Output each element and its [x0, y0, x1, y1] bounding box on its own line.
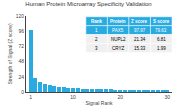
- svg-text:1.99: 1.99: [157, 46, 166, 51]
- svg-text:120: 120: [16, 13, 25, 19]
- svg-text:1: 1: [95, 28, 98, 33]
- svg-text:Signal Rank: Signal Rank: [86, 100, 113, 106]
- svg-text:2: 2: [95, 37, 98, 42]
- svg-text:Rank: Rank: [91, 19, 103, 24]
- svg-text:S score: S score: [153, 19, 170, 24]
- svg-text:24: 24: [18, 74, 24, 80]
- svg-text:Z score: Z score: [131, 19, 148, 24]
- svg-text:Human Protein Microarray Speci: Human Protein Microarray Specificity Val…: [25, 1, 151, 7]
- svg-text:15.33: 15.33: [134, 46, 146, 51]
- svg-text:PAX5: PAX5: [112, 28, 124, 33]
- svg-text:3: 3: [95, 46, 98, 51]
- svg-text:6.81: 6.81: [157, 37, 166, 42]
- svg-text:96: 96: [18, 28, 24, 34]
- svg-text:79.63: 79.63: [155, 28, 167, 33]
- svg-text:Protein: Protein: [110, 19, 126, 24]
- svg-text:10: 10: [70, 94, 76, 100]
- svg-text:72: 72: [18, 43, 24, 49]
- svg-text:21.34: 21.34: [134, 37, 146, 42]
- svg-text:NUPL2: NUPL2: [111, 37, 126, 42]
- svg-text:48: 48: [18, 58, 24, 64]
- svg-text:97.97: 97.97: [134, 28, 146, 33]
- svg-text:20: 20: [117, 94, 123, 100]
- svg-text:1: 1: [29, 94, 32, 100]
- svg-text:Strength of Signal (Z score): Strength of Signal (Z score): [7, 23, 13, 84]
- svg-text:0: 0: [21, 89, 24, 95]
- svg-text:30: 30: [165, 94, 171, 100]
- svg-text:CRYZ: CRYZ: [112, 46, 124, 51]
